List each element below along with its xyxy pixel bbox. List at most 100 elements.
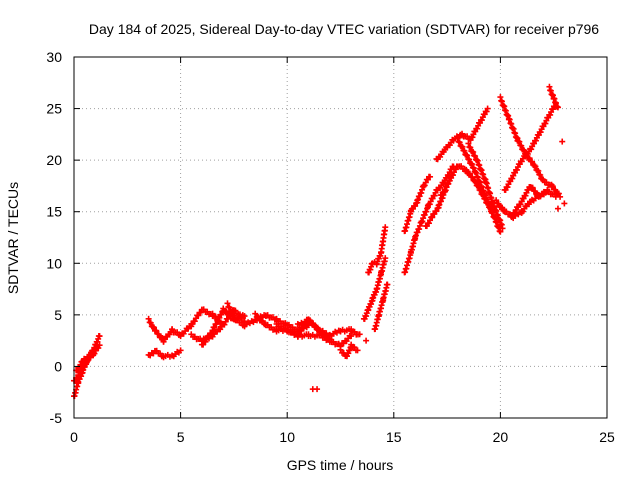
data-point	[554, 104, 561, 111]
y-axis-label: SDTVAR / TECUs	[5, 182, 21, 294]
data-point	[532, 163, 539, 170]
data-point	[241, 313, 248, 320]
data-point	[554, 205, 561, 212]
data-point	[547, 111, 554, 118]
data-point	[433, 208, 440, 215]
data-point	[155, 331, 162, 338]
data-point	[504, 184, 511, 191]
data-point	[532, 188, 539, 195]
data-point	[499, 225, 506, 232]
data-point	[314, 324, 321, 331]
data-point	[466, 170, 473, 177]
data-point	[150, 324, 157, 331]
data-point	[559, 138, 566, 145]
data-point	[232, 307, 239, 314]
x-tick-label: 15	[386, 429, 402, 445]
data-point	[92, 347, 99, 354]
data-point	[445, 180, 452, 187]
data-point	[421, 182, 428, 189]
data-point	[221, 321, 228, 328]
data-point	[499, 204, 506, 211]
data-point	[495, 200, 502, 207]
data-point	[466, 156, 473, 163]
data-point	[522, 192, 529, 199]
data-point	[493, 197, 500, 204]
data-point	[294, 333, 301, 340]
data-point	[469, 134, 476, 141]
data-point	[521, 147, 528, 154]
chart-title: Day 184 of 2025, Sidereal Day-to-day VTE…	[89, 21, 599, 37]
plot-frame	[73, 56, 608, 419]
data-point	[76, 364, 83, 371]
data-point	[431, 192, 438, 199]
x-axis-label: GPS time / hours	[287, 457, 394, 473]
data-point	[252, 310, 259, 317]
data-point	[337, 346, 344, 353]
data-point	[513, 166, 520, 173]
data-point	[456, 139, 463, 146]
data-point	[96, 333, 103, 340]
data-point	[465, 140, 472, 147]
y-tick-label: 25	[46, 101, 62, 117]
x-tick-label: 25	[599, 429, 615, 445]
data-point	[213, 321, 220, 328]
data-point	[354, 347, 361, 354]
data-point	[382, 255, 389, 262]
y-tick-label: 10	[46, 255, 62, 271]
x-tick-label: 10	[279, 429, 295, 445]
data-point	[440, 189, 447, 196]
data-point	[202, 338, 209, 345]
data-point	[516, 138, 523, 145]
data-point	[426, 201, 433, 208]
data-point	[382, 224, 389, 231]
data-point	[216, 314, 223, 321]
data-point	[518, 142, 525, 149]
x-tick-label: 5	[177, 429, 185, 445]
data-point	[537, 129, 544, 136]
data-point	[561, 200, 568, 207]
y-tick-label: 0	[54, 358, 62, 374]
data-point	[307, 317, 314, 324]
data-point	[528, 146, 535, 153]
y-tick-label: 30	[46, 49, 62, 65]
data-point	[470, 149, 477, 156]
y-tick-label: 20	[46, 152, 62, 168]
y-tick-label: -5	[50, 410, 63, 426]
data-point	[517, 201, 524, 208]
data-point	[96, 342, 103, 349]
data-point	[552, 186, 559, 193]
data-point	[229, 308, 236, 315]
data-point	[511, 209, 518, 216]
y-tick-label: 5	[54, 307, 62, 323]
data-point	[529, 158, 536, 165]
data-point	[153, 327, 160, 334]
data-point	[348, 333, 355, 340]
data-point	[454, 135, 461, 142]
x-tick-label: 0	[70, 429, 78, 445]
data-point	[209, 327, 216, 334]
data-point	[224, 300, 231, 307]
data-point	[226, 304, 233, 311]
data-point	[461, 147, 468, 154]
data-point	[356, 331, 363, 338]
data-point	[145, 315, 152, 322]
y-tick-label: 15	[46, 204, 62, 220]
data-point	[470, 165, 477, 172]
data-point	[478, 117, 485, 124]
data-point	[509, 175, 516, 182]
data-point	[191, 318, 198, 325]
data-point	[74, 374, 81, 381]
data-points	[71, 83, 568, 400]
data-point	[427, 173, 434, 180]
data-point	[532, 137, 539, 144]
data-point	[542, 120, 549, 127]
data-point	[484, 105, 491, 112]
data-point	[81, 362, 88, 369]
data-point	[310, 320, 317, 327]
data-point	[425, 220, 432, 227]
data-point	[474, 125, 481, 132]
data-point	[314, 386, 321, 393]
data-point	[255, 314, 262, 321]
data-point	[463, 166, 470, 173]
